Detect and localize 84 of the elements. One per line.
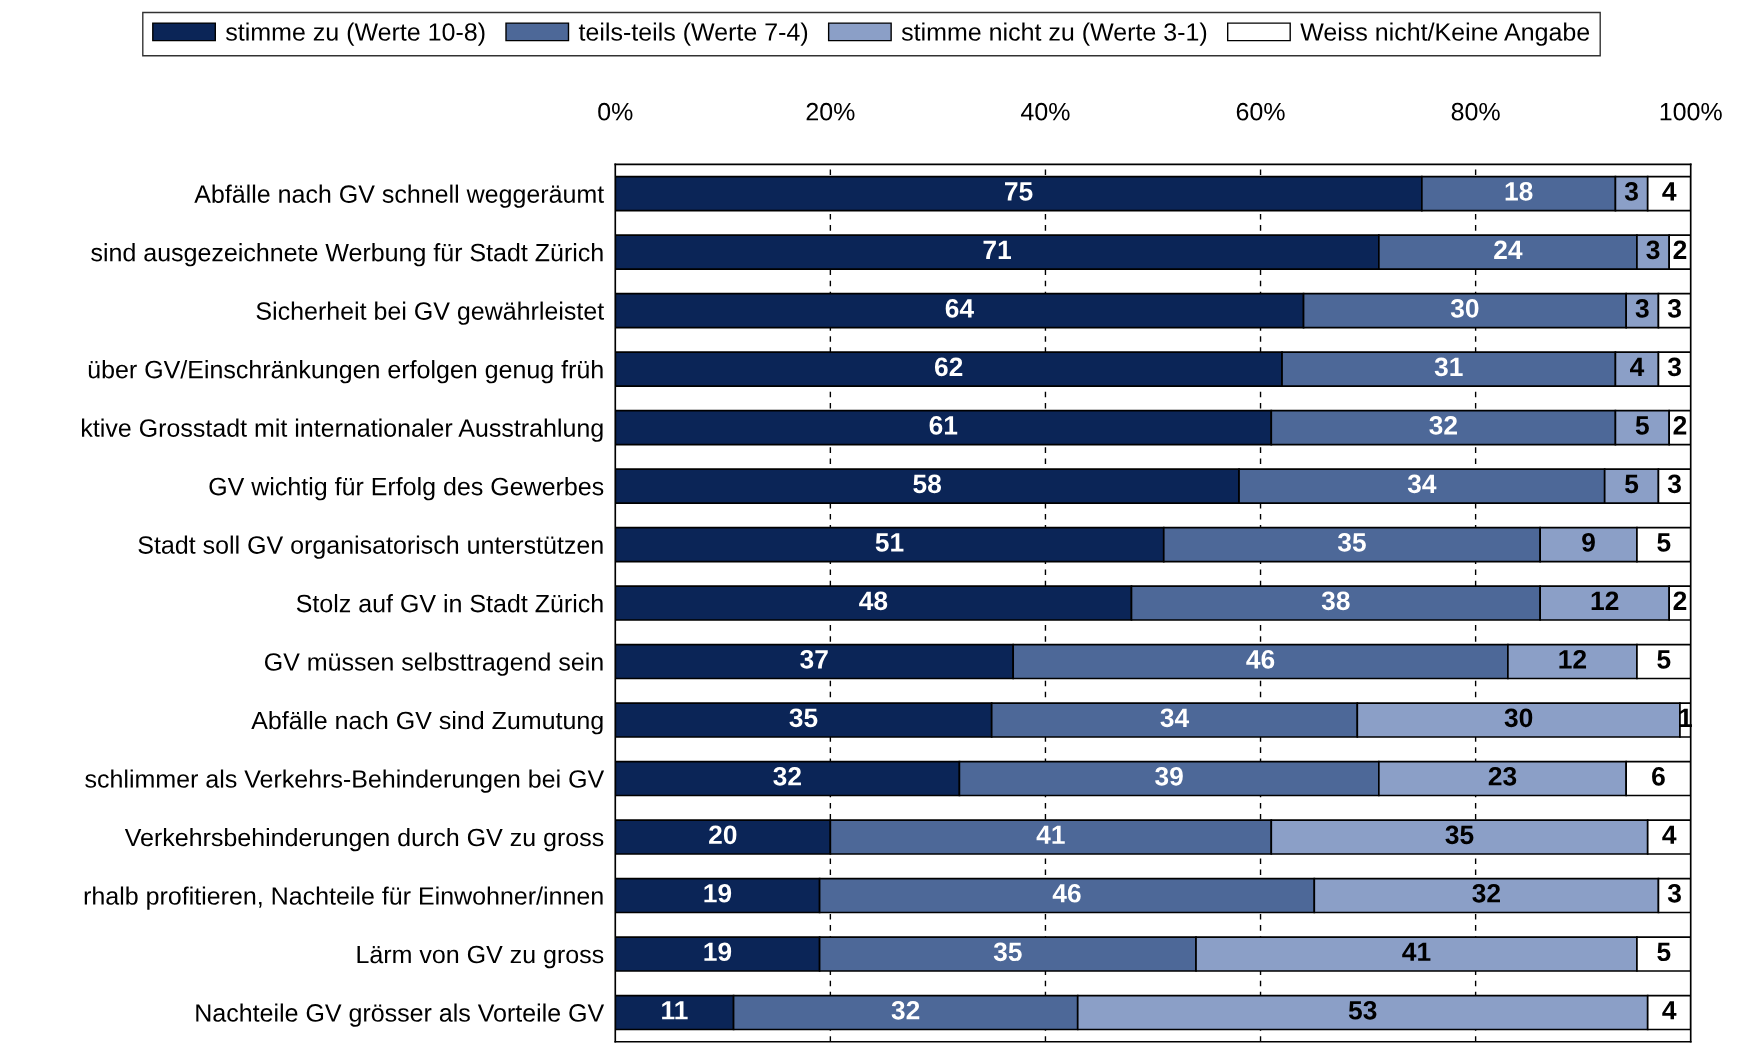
legend-label: stimme zu (Werte 10-8)	[225, 22, 485, 46]
data-label: 32	[773, 766, 801, 786]
data-label: 5	[1657, 942, 1671, 962]
data-label: 61	[929, 415, 958, 435]
data-label: 35	[789, 708, 818, 728]
data-label: 5	[1635, 416, 1649, 435]
data-label: 18	[1505, 182, 1533, 201]
data-label: 41	[1036, 825, 1065, 844]
y-tick-label: ktive Grosstadt mit internationaler Ausstrahlung	[82, 418, 603, 442]
data-label: 62	[934, 357, 963, 377]
y-tick-label: sind ausgezeichnete Werbung für Stadt Zürich	[91, 243, 603, 267]
data-label: 71	[983, 240, 1011, 259]
y-tick-label: Stadt soll GV organisatorisch unterstützen	[138, 535, 603, 559]
y-tick-label: Abfälle nach GV sind Zumutung	[251, 711, 603, 735]
data-label: 30	[1504, 708, 1533, 728]
data-label: 4	[1662, 825, 1677, 844]
data-label: 75	[1005, 182, 1033, 201]
data-label: 51	[875, 533, 904, 552]
data-label: 9	[1582, 532, 1595, 552]
y-tick-label: Sicherheit bei GV gewährleistet	[256, 301, 604, 325]
data-label: 11	[662, 1001, 688, 1020]
data-label: 3	[1624, 182, 1638, 201]
data-label: 4	[1662, 182, 1677, 201]
data-label: 3	[1667, 357, 1681, 377]
x-tick-label: 20%	[806, 102, 855, 121]
data-label: 46	[1246, 649, 1275, 669]
y-tick-label: schlimmer als Verkehrs-Behinderungen bei GV	[85, 769, 605, 793]
y-tick-label: Stolz auf GV in Stadt Zürich	[296, 594, 603, 613]
data-label: 31	[1434, 357, 1463, 377]
y-tick-label: rhalb profitieren, Nachteile für Einwohner/innen	[84, 886, 603, 910]
data-label: 34	[1407, 474, 1437, 494]
x-tick-label: 100%	[1660, 102, 1722, 121]
data-label: 4	[1662, 1001, 1677, 1020]
data-label: 19	[704, 883, 732, 903]
data-label: 35	[993, 942, 1022, 962]
y-tick-label: Abfälle nach GV schnell weggeräumt	[194, 184, 605, 208]
data-label: 58	[913, 474, 942, 494]
data-label: 5	[1625, 474, 1639, 494]
data-label: 3	[1667, 883, 1681, 903]
data-label: 3	[1646, 240, 1660, 260]
y-tick-label: GV wichtig für Erfolg des Gewerbes	[209, 477, 604, 501]
data-label: 5	[1657, 533, 1671, 552]
y-tick-label: Nachteile GV grösser als Vorteile GV	[196, 1003, 605, 1027]
data-label: 35	[1337, 532, 1366, 552]
data-label: 3	[1667, 299, 1681, 318]
data-label: 35	[1445, 825, 1474, 845]
data-label: 2	[1673, 591, 1687, 610]
x-tick-label: 0%	[598, 102, 633, 121]
data-label: 20	[709, 825, 737, 845]
y-tick-label: über GV/Einschränkungen erfolgen genug früh	[88, 360, 603, 384]
data-label: 32	[1472, 883, 1500, 903]
x-tick-label: 40%	[1021, 102, 1070, 121]
data-label: 3	[1635, 299, 1649, 318]
y-tick-label: GV müssen selbsttragend sein	[264, 652, 603, 676]
y-tick-label: Verkehrsbehinderungen durch GV zu gross	[124, 827, 604, 852]
data-label: 2	[1673, 415, 1687, 435]
legend-label: Weiss nicht/Keine Angabe	[1300, 22, 1590, 46]
data-label: 30	[1450, 299, 1479, 318]
data-label: 37	[800, 649, 828, 669]
data-label: 46	[1052, 883, 1081, 903]
data-label: 39	[1155, 766, 1183, 786]
data-label: 53	[1348, 1000, 1377, 1020]
data-label: 12	[1591, 591, 1619, 610]
data-label: 48	[859, 591, 888, 611]
data-label: 5	[1657, 650, 1671, 669]
data-label: 34	[1160, 708, 1190, 728]
x-tick-label: 80%	[1451, 102, 1500, 121]
data-label: 24	[1494, 240, 1523, 259]
data-label: 6	[1652, 766, 1665, 786]
data-label: 19	[704, 942, 732, 962]
data-label: 38	[1321, 591, 1350, 611]
y-tick-label: Lärm von GV zu gross	[357, 945, 604, 969]
legend-label: teils-teils (Werte 7-4)	[578, 22, 808, 46]
data-label: 41	[1402, 942, 1431, 961]
data-label: 12	[1559, 649, 1587, 669]
data-label: 23	[1488, 766, 1517, 786]
x-tick-label: 60%	[1236, 102, 1285, 121]
data-label: 64	[945, 299, 974, 318]
data-label: 4	[1630, 357, 1645, 376]
data-label: 32	[891, 1000, 920, 1020]
data-label: 32	[1429, 415, 1457, 435]
legend-label: stimme nicht zu (Werte 3-1)	[901, 22, 1207, 46]
data-label: 3	[1667, 474, 1681, 494]
data-label: 2	[1673, 240, 1687, 259]
